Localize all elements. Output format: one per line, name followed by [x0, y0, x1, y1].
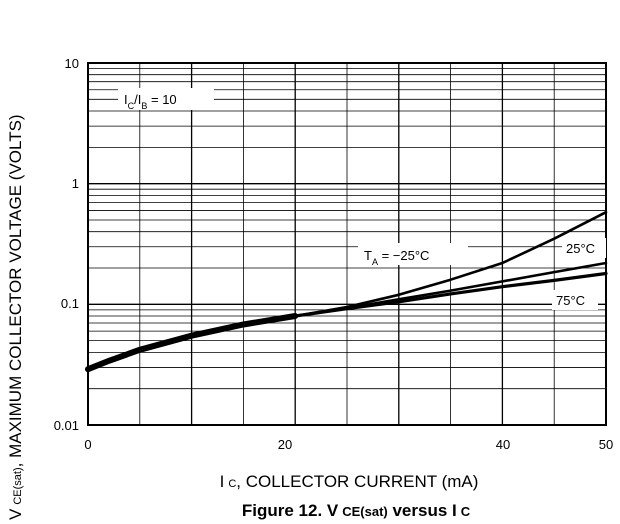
- condition-label: IC/IB = 10: [124, 92, 177, 111]
- series-curves: [85, 210, 608, 373]
- series-label-25: 25°C: [566, 241, 595, 256]
- grid-lines: [88, 63, 606, 425]
- series-overlap-band: [85, 313, 299, 373]
- x-tick-label: 20: [278, 437, 292, 452]
- condition-label-bg: [118, 88, 214, 110]
- y-tick-label: 0.01: [54, 418, 79, 433]
- x-axis-title: I C, COLLECTOR CURRENT (mA): [220, 472, 479, 491]
- y-tick-label: 0.1: [61, 296, 79, 311]
- x-tick-label: 50: [599, 437, 613, 452]
- series-label-minus25: TA = −25°C: [364, 248, 429, 267]
- x-tick-label: 40: [496, 437, 510, 452]
- x-tick-label: 0: [84, 437, 91, 452]
- y-axis-title: VCE(sat), MAXIMUM COLLECTOR VOLTAGE (VOL…: [6, 114, 25, 520]
- series-label-75: 75°C: [556, 293, 585, 308]
- y-tick-label: 10: [65, 56, 79, 71]
- y-tick-label: 1: [72, 176, 79, 191]
- series-label-bg: [358, 243, 468, 265]
- series-label-bg: [562, 238, 606, 258]
- series-label-bg: [552, 290, 598, 310]
